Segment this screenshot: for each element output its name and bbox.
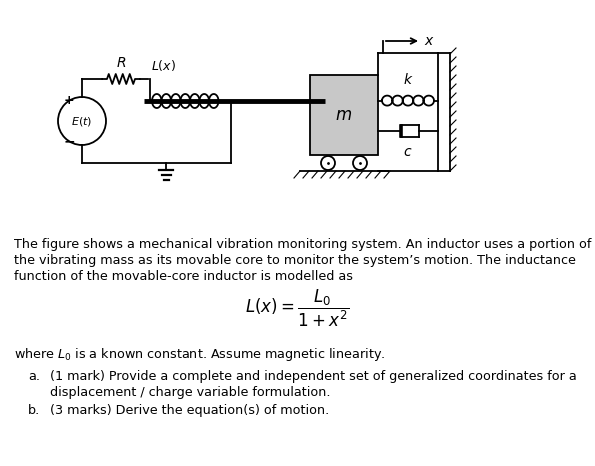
Text: +: + — [64, 95, 74, 108]
Text: b.: b. — [28, 404, 40, 417]
Text: where $L_0$ is a known constant. Assume magnetic linearity.: where $L_0$ is a known constant. Assume … — [14, 346, 386, 363]
Text: (3 marks) Derive the equation(s) of motion.: (3 marks) Derive the equation(s) of moti… — [50, 404, 329, 417]
Text: $R$: $R$ — [116, 56, 126, 70]
Text: the vibrating mass as its movable core to monitor the system’s motion. The induc: the vibrating mass as its movable core t… — [14, 254, 576, 267]
Text: $E(t)$: $E(t)$ — [71, 115, 93, 128]
Text: function of the movable-core inductor is modelled as: function of the movable-core inductor is… — [14, 270, 353, 283]
Text: The figure shows a mechanical vibration monitoring system. An inductor uses a po: The figure shows a mechanical vibration … — [14, 238, 591, 251]
Text: $L(x)$: $L(x)$ — [151, 58, 176, 73]
Text: $c$: $c$ — [403, 145, 413, 159]
Text: $x$: $x$ — [424, 34, 435, 48]
Text: $m$: $m$ — [336, 107, 352, 123]
Text: $L(x) = \dfrac{L_0}{1+x^2}$: $L(x) = \dfrac{L_0}{1+x^2}$ — [245, 288, 349, 329]
Text: displacement / charge variable formulation.: displacement / charge variable formulati… — [50, 386, 330, 399]
Text: (1 mark) Provide a complete and independent set of generalized coordinates for a: (1 mark) Provide a complete and independ… — [50, 370, 577, 383]
Text: $k$: $k$ — [403, 72, 414, 87]
Bar — [310, 75, 378, 155]
Text: −: − — [63, 134, 75, 148]
Text: a.: a. — [28, 370, 40, 383]
